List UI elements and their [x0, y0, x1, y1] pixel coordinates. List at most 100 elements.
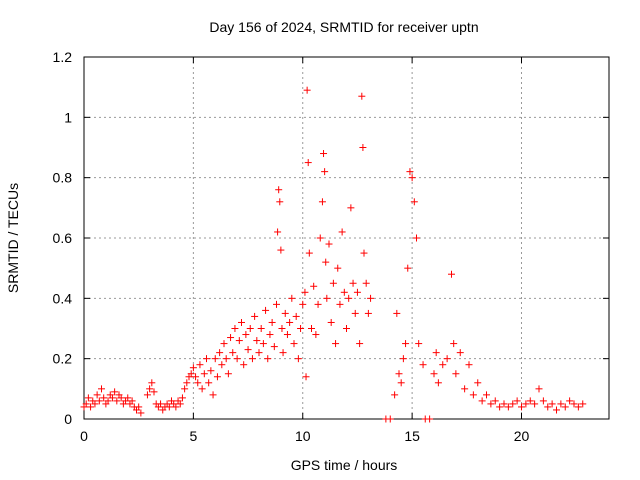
data-point — [362, 279, 370, 287]
data-point — [358, 92, 366, 100]
data-point — [124, 394, 132, 402]
data-point — [544, 403, 552, 411]
data-point — [246, 325, 254, 332]
data-point — [474, 379, 482, 387]
grid-lines — [84, 57, 609, 419]
data-point — [452, 370, 460, 378]
data-point — [104, 397, 112, 405]
data-point — [500, 400, 508, 408]
data-point — [320, 150, 328, 158]
y-tick-label: 0.6 — [53, 230, 73, 246]
data-point — [172, 403, 180, 411]
data-point — [270, 343, 278, 351]
data-point — [518, 403, 525, 411]
data-point — [276, 198, 284, 206]
data-point — [302, 373, 310, 381]
data-point — [82, 400, 90, 408]
data-point — [235, 337, 243, 345]
data-point — [192, 373, 200, 381]
data-point — [535, 385, 543, 393]
data-points — [80, 86, 587, 423]
data-point — [359, 144, 367, 151]
data-point — [148, 379, 156, 387]
data-point — [128, 397, 136, 405]
y-tick-label: 1 — [64, 109, 72, 125]
data-point — [310, 282, 318, 290]
y-axis-label: SRMTID / TECUs — [5, 183, 21, 293]
x-tick-label: 5 — [189, 428, 197, 444]
x-tick-label: 0 — [80, 428, 88, 444]
x-axis-label: GPS time / hours — [291, 457, 398, 473]
axis-ticks: 0 5 10 15 20 0 0.2 0.4 0.6 0.8 1 1.2 — [53, 49, 609, 444]
data-point — [165, 403, 173, 411]
data-point — [227, 334, 235, 342]
data-point — [439, 361, 447, 369]
data-point — [496, 403, 504, 411]
data-point — [198, 385, 206, 393]
data-point — [448, 270, 455, 278]
data-point — [353, 288, 361, 296]
data-point — [100, 394, 108, 402]
data-point — [273, 300, 280, 308]
data-point — [294, 355, 302, 363]
data-point — [461, 385, 469, 393]
data-point — [450, 340, 458, 348]
data-point — [312, 331, 320, 339]
data-point — [244, 346, 252, 354]
data-point — [308, 325, 315, 332]
data-point — [539, 397, 547, 405]
data-point — [93, 391, 101, 399]
data-point — [274, 228, 282, 236]
data-point — [183, 379, 191, 387]
data-point — [231, 325, 239, 332]
data-point — [410, 198, 418, 206]
x-tick-label: 15 — [404, 428, 420, 444]
data-point — [557, 400, 565, 408]
data-point — [181, 385, 189, 393]
data-point — [327, 318, 335, 326]
y-tick-label: 0 — [64, 411, 72, 427]
data-point — [553, 406, 560, 414]
data-point — [469, 391, 477, 399]
data-point — [325, 240, 333, 248]
data-point — [548, 400, 556, 408]
data-point — [299, 300, 307, 308]
data-point — [321, 168, 329, 176]
data-point — [117, 394, 125, 402]
data-point — [277, 246, 285, 254]
data-point — [297, 325, 305, 332]
data-point — [87, 403, 95, 411]
data-point — [213, 373, 221, 381]
data-point — [176, 400, 184, 408]
data-point — [283, 331, 291, 339]
data-point — [456, 349, 464, 357]
data-point — [113, 397, 121, 405]
data-point — [345, 294, 353, 302]
data-point — [491, 397, 499, 405]
data-point — [281, 309, 289, 317]
data-point — [218, 361, 226, 369]
data-point — [91, 400, 99, 408]
data-point — [253, 337, 261, 345]
x-tick-label: 10 — [295, 428, 311, 444]
data-point — [504, 403, 512, 411]
x-tick-label: 20 — [514, 428, 530, 444]
data-point — [268, 318, 276, 326]
data-point — [146, 385, 154, 393]
data-point — [426, 415, 434, 423]
data-point — [305, 249, 313, 257]
data-point — [189, 364, 197, 372]
data-point — [292, 312, 300, 320]
data-point — [487, 400, 495, 408]
data-point — [404, 264, 412, 272]
y-tick-label: 0.2 — [53, 351, 73, 367]
chart-title: Day 156 of 2024, SRMTID for receiver upt… — [209, 19, 478, 35]
data-point — [150, 388, 158, 396]
data-point — [143, 391, 151, 399]
data-point — [178, 394, 186, 402]
data-point — [203, 355, 210, 363]
data-point — [360, 249, 368, 257]
data-point — [364, 309, 372, 317]
data-point — [266, 331, 274, 339]
